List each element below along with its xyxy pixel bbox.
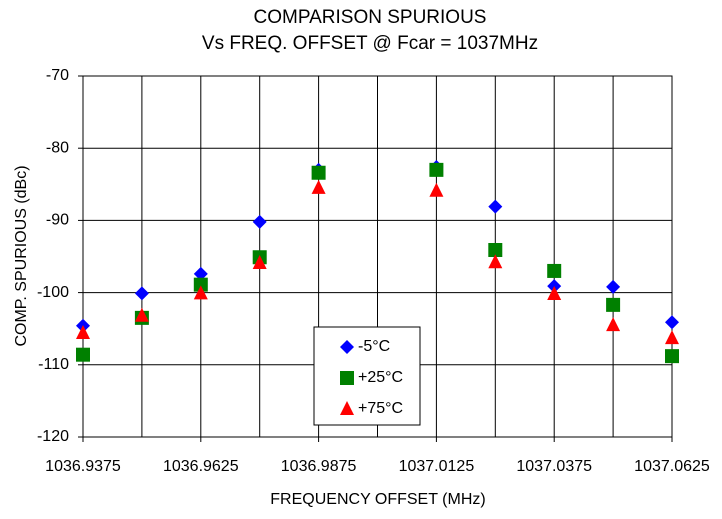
- legend-marker: [340, 340, 354, 354]
- point: [488, 243, 503, 258]
- point: [488, 254, 503, 269]
- y-tick-label: -80: [46, 139, 69, 156]
- point: [429, 162, 444, 177]
- y-tick-label: -100: [37, 284, 69, 301]
- point: [134, 307, 149, 322]
- plot-frame: [82, 75, 673, 438]
- legend-box: [313, 326, 421, 426]
- point: [547, 286, 562, 301]
- point: [193, 266, 208, 281]
- x-tick-label: 1036.9625: [163, 458, 239, 475]
- y-tick-label: -70: [46, 67, 69, 84]
- chart-title: COMPARISON SPURIOUS: [254, 7, 487, 28]
- y-axis-label: COMP. SPURIOUS (dBc): [13, 165, 30, 346]
- point: [193, 285, 208, 300]
- point: [606, 279, 621, 294]
- point: [134, 286, 149, 301]
- point: [665, 315, 679, 330]
- legend-label: +75°C: [358, 400, 403, 417]
- legend-label: +25°C: [358, 369, 403, 386]
- point: [311, 179, 326, 194]
- point: [547, 263, 562, 278]
- point: [252, 214, 267, 229]
- x-tick-label: 1036.9375: [45, 458, 121, 475]
- point: [488, 199, 503, 214]
- point: [606, 297, 621, 312]
- point: [193, 277, 208, 292]
- y-tick-label: -110: [38, 356, 69, 373]
- point: [665, 349, 679, 364]
- point: [429, 182, 444, 197]
- point: [665, 330, 679, 345]
- legend-label: -5°C: [358, 338, 390, 355]
- point: [311, 165, 326, 180]
- legend-marker: [340, 401, 354, 415]
- chart-subtitle: Vs FREQ. OFFSET @ Fcar = 1037MHz: [202, 33, 538, 54]
- point: [76, 325, 90, 340]
- x-tick-label: 1037.0125: [399, 458, 475, 475]
- x-tick-label: 1037.0625: [634, 458, 710, 475]
- point: [252, 254, 267, 269]
- x-tick-label: 1036.9875: [281, 458, 357, 475]
- x-tick-label: 1037.0375: [516, 458, 592, 475]
- point: [606, 317, 621, 332]
- x-axis-label: FREQUENCY OFFSET (MHz): [270, 491, 485, 508]
- y-tick-label: -120: [37, 428, 69, 445]
- y-tick-label: -90: [46, 212, 69, 229]
- legend-marker: [340, 371, 354, 385]
- point: [76, 347, 90, 362]
